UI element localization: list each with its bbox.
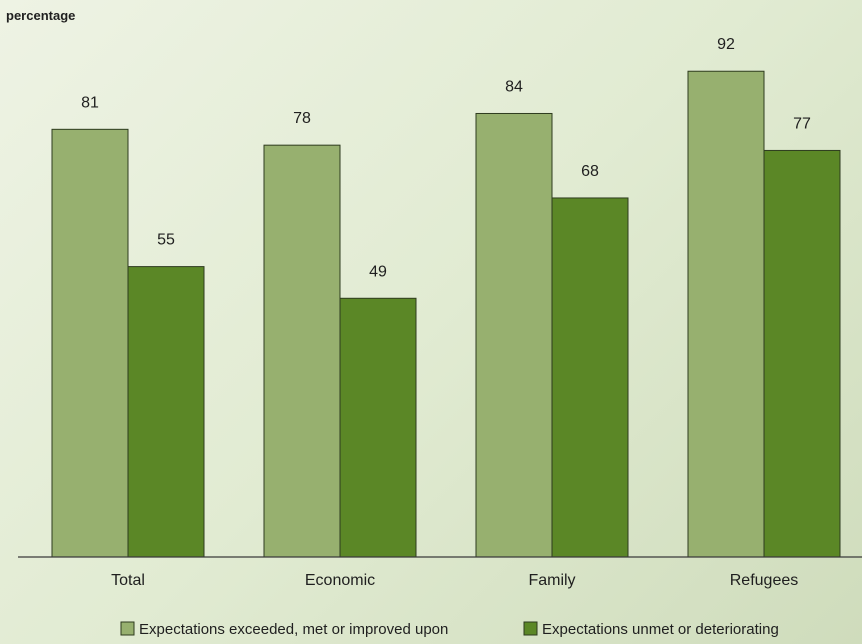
bar-total-series-2 xyxy=(127,266,205,558)
category-labels-group: Total Economic Family Refugees xyxy=(111,572,798,589)
value-label-family-series-2: 68 xyxy=(581,163,599,180)
bar-family-series-2 xyxy=(551,197,629,558)
value-label-refugees-series-1: 92 xyxy=(717,36,735,53)
bar-family-series-1 xyxy=(475,112,553,558)
bars-group xyxy=(51,70,841,558)
value-label-refugees-series-2: 77 xyxy=(793,115,811,132)
x-tick-label-economic: Economic xyxy=(305,572,375,589)
legend-swatch-series-2 xyxy=(523,621,538,636)
value-labels-group: 81 55 78 49 84 68 92 77 xyxy=(81,36,811,280)
x-tick-label-family: Family xyxy=(528,572,575,589)
legend-swatch-series-1 xyxy=(120,621,135,636)
x-tick-label-refugees: Refugees xyxy=(730,572,799,589)
value-label-family-series-1: 84 xyxy=(505,78,523,95)
value-label-economic-series-2: 49 xyxy=(369,263,387,280)
bar-refugees-series-1 xyxy=(687,70,765,558)
value-label-economic-series-1: 78 xyxy=(293,110,311,127)
value-label-total-series-1: 81 xyxy=(81,94,99,111)
legend-label-series-1: Expectations exceeded, met or improved u… xyxy=(139,621,448,638)
bar-economic-series-2 xyxy=(339,297,417,558)
legend-label-series-2: Expectations unmet or deteriorating xyxy=(542,621,779,638)
x-tick-label-total: Total xyxy=(111,572,145,589)
value-label-total-series-2: 55 xyxy=(157,232,175,249)
bar-economic-series-1 xyxy=(263,144,341,558)
bar-total-series-1 xyxy=(51,128,129,558)
bar-refugees-series-2 xyxy=(763,149,841,558)
legend: Expectations exceeded, met or improved u… xyxy=(120,621,779,638)
y-axis-label: percentage xyxy=(6,8,75,23)
